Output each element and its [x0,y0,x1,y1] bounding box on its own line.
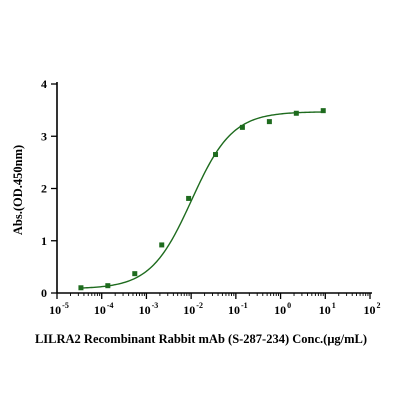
y-tick-label: 1 [41,234,47,248]
x-tick-label: 100 [274,301,291,317]
y-tick-label: 3 [41,129,47,143]
data-point [186,195,192,201]
axes: 0 1 2 3 4 10-5 10-4 10-3 10-2 10-1 100 101 102 [41,77,381,317]
data-point [132,271,138,277]
data-point [78,285,84,291]
fit-curve [80,111,324,289]
fit-layer [80,111,324,289]
y-tick-label: 0 [41,286,47,300]
x-axis-label: LILRA2 Recombinant Rabbit mAb (S-287-234… [35,332,367,346]
y-tick-label: 2 [41,182,47,196]
data-point [293,110,299,116]
y-tick-label: 4 [41,77,47,91]
data-point [320,108,326,114]
data-point [105,283,111,289]
x-tick-label: 10-2 [183,301,203,317]
x-tick-label: 10-4 [94,301,114,317]
data-points [78,108,326,291]
data-point [159,242,165,248]
x-tick-label: 10-5 [49,301,69,317]
x-tick-label: 101 [319,301,336,317]
data-point [213,152,219,158]
y-axis-label: Abs.(OD.450nm) [11,145,25,235]
data-point [239,124,245,130]
x-tick-label: 10-3 [139,301,159,317]
x-tick-label: 10-1 [228,301,248,317]
data-point [266,119,272,125]
x-tick-label: 102 [364,301,381,317]
